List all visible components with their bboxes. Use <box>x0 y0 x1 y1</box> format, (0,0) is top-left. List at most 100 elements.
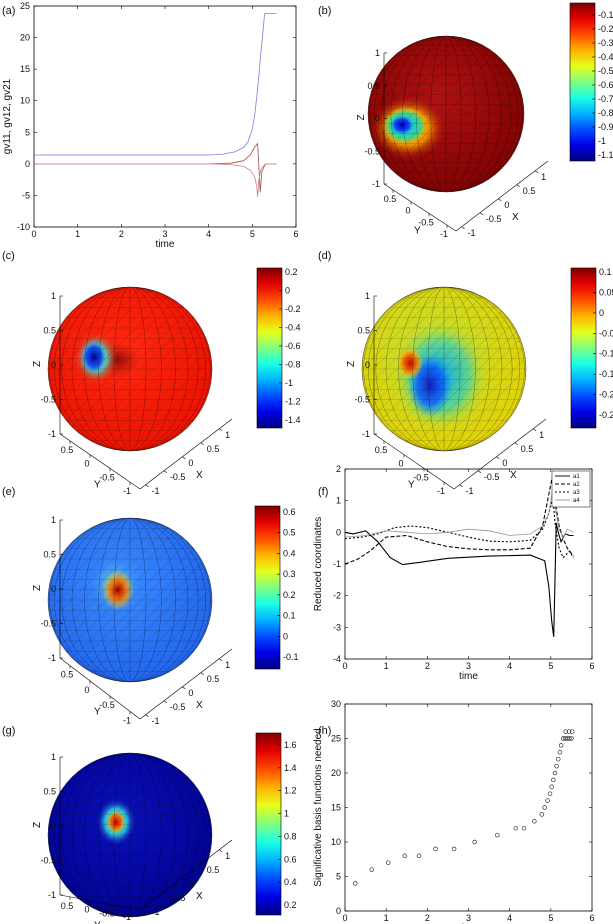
mesh-line <box>71 287 189 451</box>
mesh-line <box>412 36 524 192</box>
mesh-line <box>54 518 206 682</box>
mesh-line <box>380 36 512 192</box>
colorbar-tick-label: 0.1 <box>599 267 612 277</box>
chart-h: 0123456051015202530timeSignificative bas… <box>313 699 595 924</box>
chart-f: 0 1 2 3 4 5 6 -4 -3 -2 -1 0 1 2 time Reduced coordinate… <box>313 464 595 682</box>
x-tick-label: 0 <box>188 458 193 468</box>
panel-label: (b) <box>318 5 331 17</box>
z-tick-label: 0.5 <box>367 81 380 91</box>
x-tick-label: 6 <box>589 661 594 671</box>
x-tick-label: 5 <box>548 913 553 923</box>
chart-a: 0 1 2 3 4 5 6 -10 -5 0 5 10 15 20 25 time gv11, gv12, gv… <box>2 1 299 250</box>
scatter-point <box>385 860 391 865</box>
mesh-line <box>49 518 211 682</box>
x-tick-mark <box>182 686 186 690</box>
x-tick-label: 1 <box>225 430 230 440</box>
sphere-mesh <box>48 518 212 682</box>
series-line-a4 <box>344 487 574 540</box>
mesh-line <box>61 518 199 682</box>
colorbar-tick-label: 0.05 <box>599 287 613 297</box>
scatter-point <box>558 743 564 748</box>
y-tick-label: -0.5 <box>99 700 115 710</box>
x-tick-label: 4 <box>206 229 211 239</box>
colorbar-tick-label: -0.05 <box>599 328 613 338</box>
mesh-line <box>385 287 503 451</box>
x-axis-line <box>139 648 233 720</box>
mesh-line <box>48 753 131 917</box>
mesh-line <box>71 287 189 451</box>
scatter-point <box>549 784 554 790</box>
colorbar-tick-label: -0.4 <box>598 52 613 62</box>
mesh-line <box>402 36 490 192</box>
mesh-line <box>106 753 212 917</box>
mesh-line <box>129 287 212 451</box>
x-tick-label: 1 <box>75 229 80 239</box>
x-tick-label: 0.5 <box>521 444 534 454</box>
x-tick-mark <box>496 456 500 460</box>
y-tick-label: 0.5 <box>61 445 74 455</box>
mesh-line <box>84 753 176 917</box>
scatter-point <box>542 805 547 810</box>
y-tick-label: -1 <box>440 229 448 239</box>
y-axis-line <box>383 183 457 232</box>
x-tick-label: 1 <box>225 660 230 670</box>
scatter-point <box>532 819 537 824</box>
series-line-a1 <box>344 522 574 637</box>
y-tick-label: -1 <box>123 715 131 725</box>
x-tick-mark <box>163 891 168 895</box>
mesh-line <box>98 753 162 917</box>
sphere-mesh <box>362 287 526 451</box>
mesh-line <box>94 287 212 451</box>
legend-label-a1: a1 <box>573 474 580 480</box>
colorbar-tick-label: -0.5 <box>598 66 613 76</box>
x-tick-label: -1 <box>466 486 474 496</box>
series-line-0 <box>34 13 277 156</box>
x-tick-mark <box>163 700 168 704</box>
mesh-line <box>48 287 177 451</box>
x-tick-mark <box>534 170 539 174</box>
mesh-line <box>49 753 211 917</box>
colorbar-tick-label: -0.8 <box>285 360 301 370</box>
x-tick-label: 3 <box>466 661 471 671</box>
colorbar-tick-label: 0 <box>285 286 290 296</box>
mesh-line <box>434 36 524 192</box>
mesh-line <box>106 518 212 682</box>
mesh-line <box>362 287 526 451</box>
x-tick-label: 3 <box>466 913 471 923</box>
mesh-line <box>49 287 211 451</box>
mesh-line <box>84 287 176 451</box>
colorbar <box>570 267 597 429</box>
mesh-line <box>98 753 162 917</box>
mesh-line <box>368 36 480 192</box>
y-tick-label: 5 <box>336 872 341 882</box>
mesh-line <box>390 36 502 192</box>
z-axis-label: Z <box>32 585 43 591</box>
y-tick-label: -0.5 <box>413 472 429 482</box>
z-tick-label: 0 <box>375 114 380 124</box>
mesh-line <box>48 753 212 917</box>
z-tick-label: 0 <box>51 821 56 831</box>
mesh-line <box>54 753 206 917</box>
z-axis-label: Z <box>356 114 367 120</box>
y-tick-label: -0.5 <box>418 217 434 227</box>
z-tick-label: 0.5 <box>43 550 56 560</box>
x-axis-label: X <box>196 470 203 481</box>
mesh-line <box>408 287 526 451</box>
z-tick-label: 1 <box>365 291 370 301</box>
mesh-line <box>380 36 512 192</box>
x-axis-label: time <box>156 239 175 250</box>
x-tick-label: 0.5 <box>207 674 220 684</box>
colorbar-tick-label: 0.3 <box>283 569 296 579</box>
y-tick-label: 5 <box>25 127 30 137</box>
mesh-line <box>402 36 490 192</box>
y-tick-label: 20 <box>20 33 30 43</box>
mesh-line <box>129 753 212 917</box>
z-tick-label: 0.5 <box>43 326 56 336</box>
mesh-line <box>368 36 447 192</box>
mesh-line <box>94 518 212 682</box>
mesh-line <box>84 518 176 682</box>
x-tick-mark <box>516 184 520 188</box>
sphere-outline <box>47 752 213 918</box>
colorbar-tick-label: -0.15 <box>599 369 613 379</box>
scatter-point <box>554 763 559 769</box>
